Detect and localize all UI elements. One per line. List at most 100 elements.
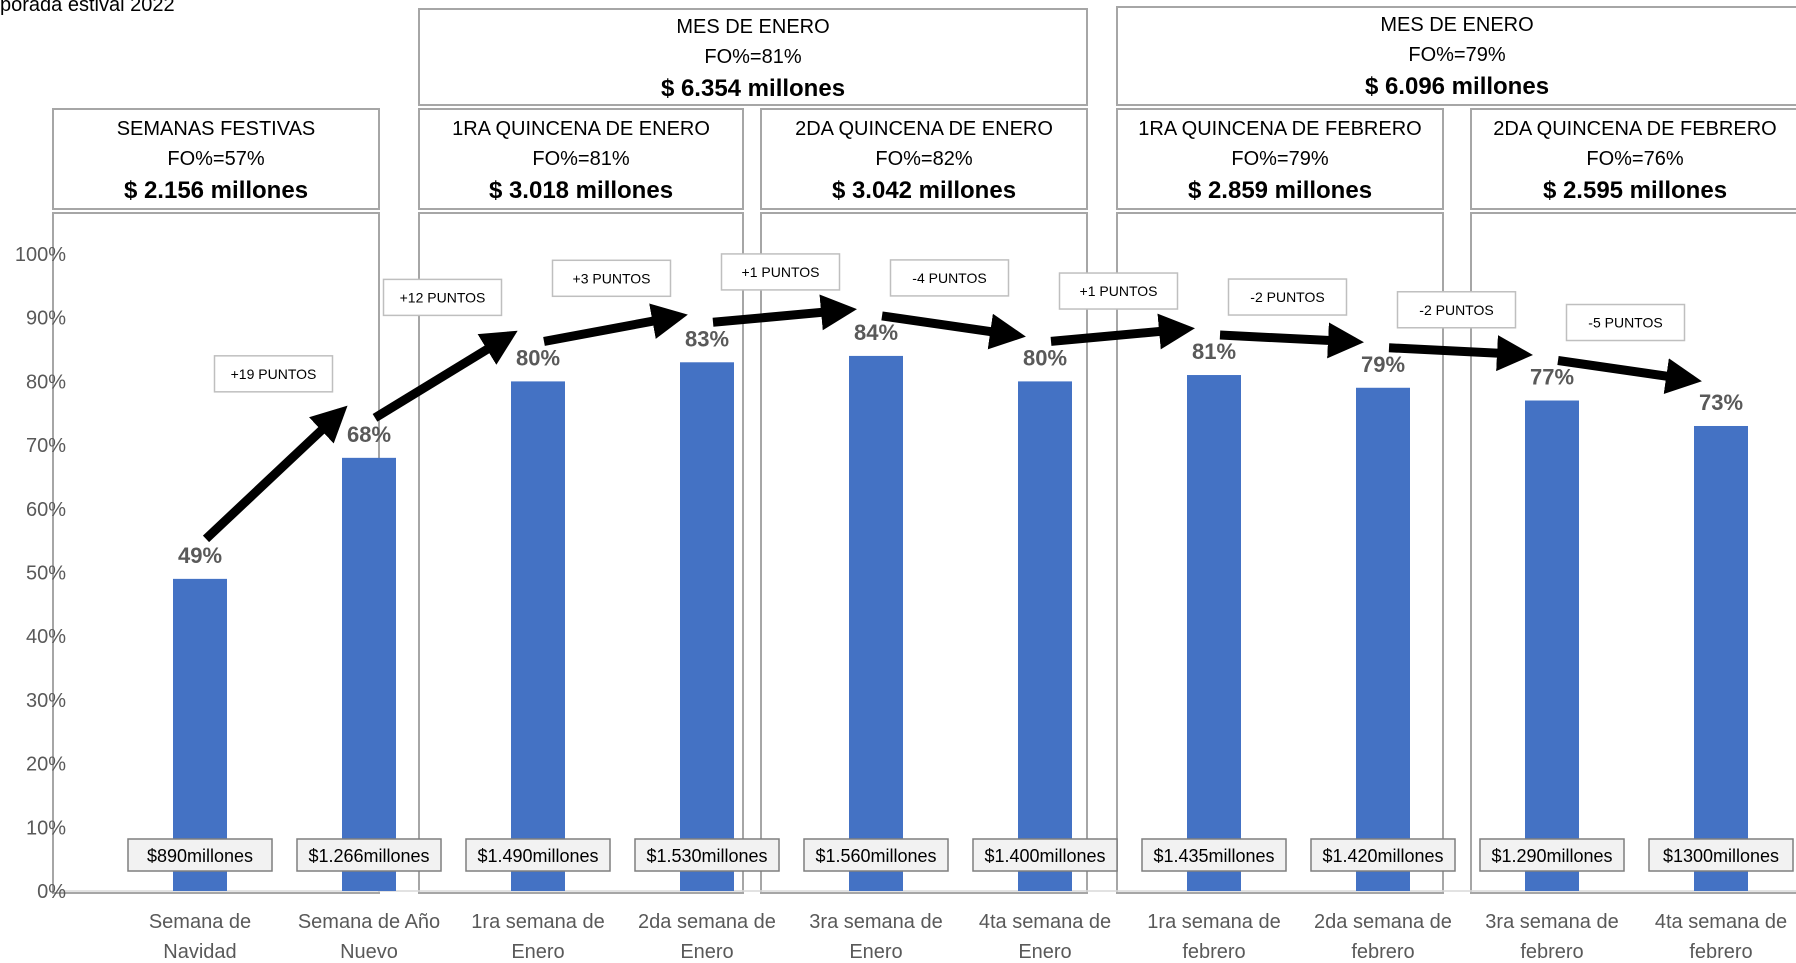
amount-label: $1300millones (1663, 846, 1779, 866)
month-box-title: MES DE ENERO (676, 16, 830, 38)
change-arrow (712, 294, 857, 331)
y-tick-label: 40% (26, 626, 66, 648)
y-tick-label: 0% (37, 881, 66, 903)
x-tick-label: Semana de (149, 911, 251, 933)
period-box-fo: FO%=76% (1586, 148, 1684, 170)
amount-label-box (1141, 838, 1287, 872)
month-box-amount: $ 6.354 millones (660, 75, 846, 102)
y-tick-label: 90% (26, 308, 66, 330)
y-tick-label: 80% (26, 371, 66, 393)
amount-label: $890millones (147, 846, 253, 866)
change-label-box (1227, 278, 1348, 316)
change-label: -5 PUNTOS (1588, 315, 1662, 331)
amount-label-box (634, 838, 780, 872)
y-tick-label: 100% (15, 244, 66, 266)
period-box-title: 2DA QUINCENA DE FEBRERO (1493, 118, 1777, 140)
x-tick-label: 1ra semana de (471, 911, 604, 933)
group-frame-2da-quincena-febrero (1470, 212, 1796, 894)
month-box-fo: FO%=79% (1408, 44, 1506, 66)
change-label-box (1396, 291, 1517, 329)
amount-label: $1.290millones (1491, 846, 1612, 866)
bar (342, 457, 396, 891)
period-box-1ra-quincena-febrero: 1RA QUINCENA DE FEBRERO FO%=79% $ 2.859 … (1116, 108, 1444, 210)
data-label: 80% (1023, 345, 1067, 370)
period-box-title: SEMANAS FESTIVAS (116, 118, 316, 140)
y-tick-label: 70% (26, 435, 66, 457)
bar (680, 362, 734, 891)
amount-label: $1.400millones (984, 846, 1105, 866)
amount-label-box (803, 838, 949, 872)
bar (1694, 425, 1748, 891)
bar (511, 381, 565, 891)
month-box-title: MES DE ENERO (1380, 14, 1534, 36)
y-tick-label: 30% (26, 690, 66, 712)
bar (1018, 381, 1072, 891)
data-label: 49% (178, 543, 222, 568)
amount-label-box (465, 838, 611, 872)
amount-label: $1.435millones (1153, 846, 1274, 866)
period-box-fo: FO%=79% (1231, 148, 1329, 170)
change-arrow (1557, 356, 1702, 394)
x-tick-label: febrero (1182, 941, 1245, 963)
x-tick-label: 2da semana de (638, 911, 776, 933)
bar (849, 355, 903, 891)
x-tick-label: febrero (1351, 941, 1414, 963)
period-box-title: 2DA QUINCENA DE ENERO (795, 118, 1053, 140)
change-label: +1 PUNTOS (742, 264, 820, 280)
change-label-box (382, 278, 503, 317)
period-box-amount: $ 3.042 millones (831, 177, 1017, 204)
data-label: 81% (1192, 339, 1236, 364)
x-tick-label: 4ta semana de (979, 911, 1111, 933)
data-label: 80% (516, 345, 560, 370)
change-label-box (1058, 272, 1179, 310)
period-box-amount: $ 2.859 millones (1187, 177, 1373, 204)
period-box-amount: $ 2.156 millones (123, 177, 309, 204)
data-label: 79% (1361, 352, 1405, 377)
x-tick-label: Enero (680, 941, 733, 963)
amount-label-box (127, 838, 273, 872)
amount-label-box (1479, 838, 1625, 872)
change-label: -4 PUNTOS (912, 270, 986, 286)
change-arrow (1219, 322, 1364, 359)
data-label: 73% (1699, 390, 1743, 415)
period-box-title: 1RA QUINCENA DE FEBRERO (1138, 118, 1422, 140)
data-label: 68% (347, 422, 391, 447)
change-label: +19 PUNTOS (231, 366, 317, 382)
change-label: +12 PUNTOS (400, 289, 486, 305)
period-box-amount: $ 2.595 millones (1542, 177, 1728, 204)
month-box-febrero: MES DE ENERO FO%=79% $ 6.096 millones (1116, 6, 1796, 106)
x-tick-label: febrero (1689, 941, 1752, 963)
change-label-box (889, 259, 1010, 297)
amount-label-box (972, 838, 1118, 872)
y-tick-label: 50% (26, 563, 66, 585)
bar (1356, 387, 1410, 891)
x-tick-label: Semana de Año (298, 911, 440, 933)
change-arrow (881, 311, 1026, 350)
change-arrow (543, 303, 688, 346)
x-tick-label: febrero (1520, 941, 1583, 963)
data-label: 83% (685, 326, 729, 351)
y-tick-label: 10% (26, 817, 66, 839)
x-tick-label: 3ra semana de (809, 911, 942, 933)
period-box-amount: $ 3.018 millones (488, 177, 674, 204)
change-arrow (202, 405, 348, 543)
change-label: +3 PUNTOS (573, 270, 651, 286)
data-label: 84% (854, 320, 898, 345)
amount-label: $1.560millones (815, 846, 936, 866)
change-label: -2 PUNTOS (1419, 302, 1493, 318)
x-tick-label: 1ra semana de (1147, 911, 1280, 933)
amount-label-box (1648, 838, 1794, 872)
amount-label-box (296, 838, 442, 872)
period-box-2da-quincena-febrero: 2DA QUINCENA DE FEBRERO FO%=76% $ 2.595 … (1470, 108, 1796, 210)
x-tick-label: 3ra semana de (1485, 911, 1618, 933)
group-frame-1ra-quincena-enero (418, 212, 744, 894)
amount-label: $1.490millones (477, 846, 598, 866)
group-frame-2da-quincena-enero (760, 212, 1088, 894)
period-box-fo: FO%=57% (167, 148, 265, 170)
x-tick-label: 4ta semana de (1655, 911, 1787, 933)
y-tick-label: 60% (26, 499, 66, 521)
period-box-2da-quincena-enero: 2DA QUINCENA DE ENERO FO%=82% $ 3.042 mi… (760, 108, 1088, 210)
change-arrow (372, 330, 518, 422)
